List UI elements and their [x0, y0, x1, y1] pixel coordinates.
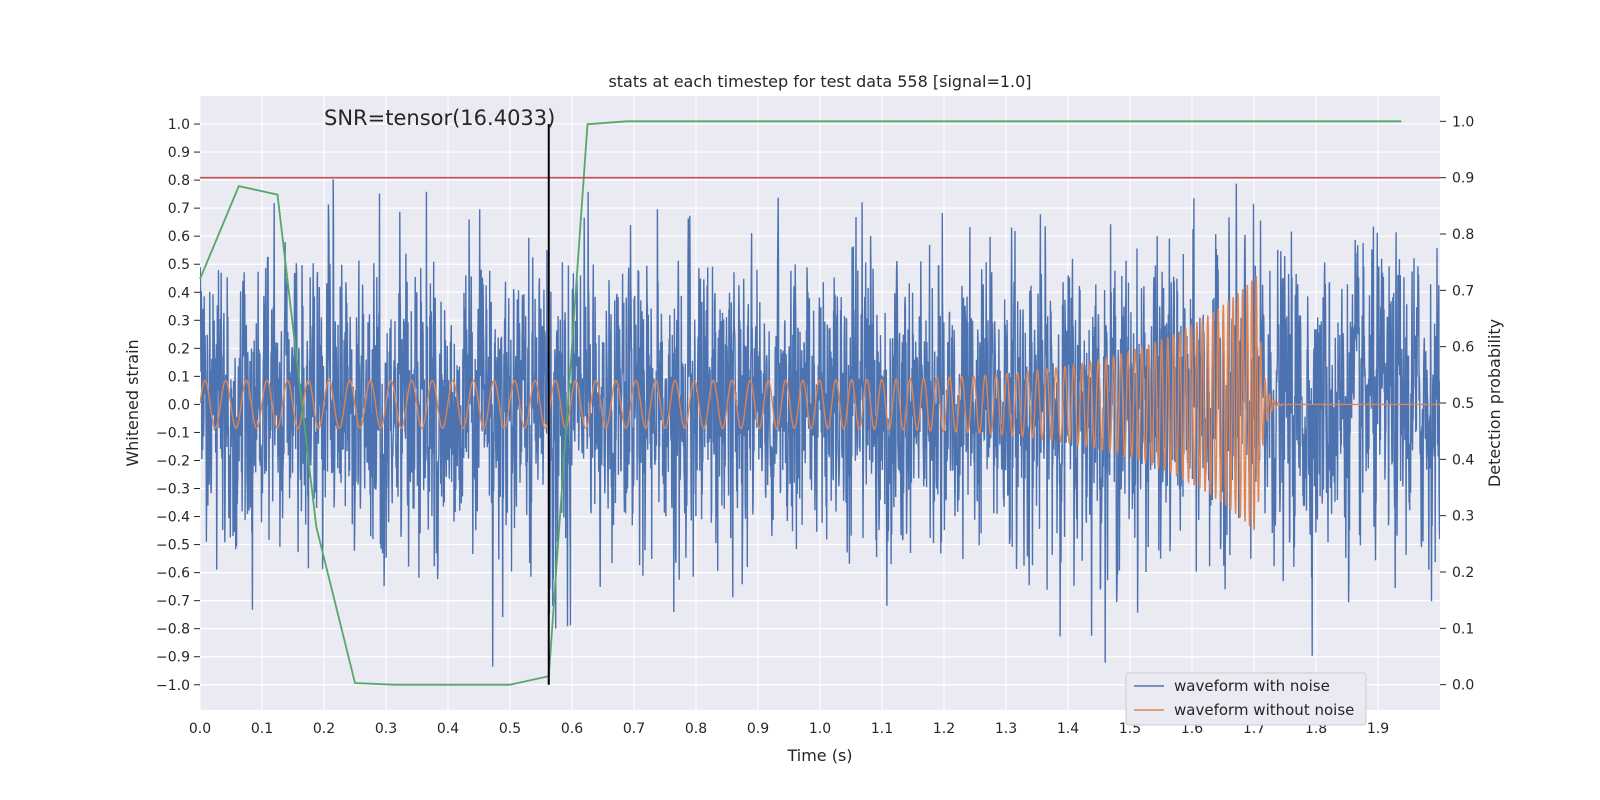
- y-tick-label-left: 0.2: [168, 341, 190, 357]
- y-tick-label-left: 0.9: [168, 145, 190, 161]
- y-tick-label-right: 0.8: [1452, 227, 1474, 243]
- y-ticks-left: 1.0 0.9 0.8 0.7 0.6 0.5 0.4 0.3 0.2 0.1 0.0 −0.1 −0.…: [156, 117, 200, 694]
- y-tick-label-left: 0.3: [168, 313, 190, 329]
- snr-annotation: SNR=tensor(16.4033): [324, 106, 555, 130]
- x-axis-label: Time (s): [786, 746, 852, 765]
- series-layer: [200, 179, 1440, 667]
- x-tick-label: 0.5: [499, 721, 521, 737]
- y-tick-label-right: 0.5: [1452, 396, 1474, 412]
- y-tick-label-right: 0.6: [1452, 340, 1474, 356]
- y-tick-label-left: 0.6: [168, 229, 190, 245]
- y-tick-label-right: 0.1: [1452, 621, 1474, 637]
- series-waveform-without-noise: [200, 274, 1440, 531]
- y-tick-label-left: 0.0: [168, 397, 190, 413]
- y-tick-label-right: 1.0: [1452, 114, 1474, 130]
- legend-frame: [1125, 672, 1367, 726]
- x-tick-label: 0.3: [375, 721, 397, 737]
- y-tick-label-left: 0.4: [168, 285, 190, 301]
- x-tick-label: 0.1: [251, 721, 273, 737]
- x-tick-label: 0.9: [747, 721, 769, 737]
- y-tick-label-right: 0.7: [1452, 283, 1474, 299]
- y-tick-label-right: 0.2: [1452, 565, 1474, 581]
- x-tick-label: 0.0: [189, 721, 211, 737]
- chart-title: stats at each timestep for test data 558…: [608, 72, 1031, 91]
- y-axis-label-left: Whitened strain: [123, 339, 142, 466]
- y-tick-label-left: −0.5: [156, 538, 190, 554]
- y-tick-label-left: −1.0: [156, 678, 190, 694]
- x-tick-label: 1.0: [809, 721, 831, 737]
- y-tick-label-left: 1.0: [168, 117, 190, 133]
- series-detection-probability: [199, 120, 1402, 686]
- y-tick-label-left: −0.4: [156, 510, 190, 526]
- x-ticks: 0.0 0.1 0.2 0.3 0.4 0.5 0.6 0.7 0.8 0.9 1.0 1.1 1.2 1…: [189, 721, 1389, 737]
- y-tick-label-left: 0.8: [168, 173, 190, 189]
- y-tick-label-right: 0.4: [1452, 452, 1474, 468]
- x-tick-label: 1.9: [1367, 721, 1389, 737]
- y-tick-label-left: 0.5: [168, 257, 190, 273]
- x-tick-label: 1.2: [933, 721, 955, 737]
- y-tick-label-left: −0.8: [156, 622, 190, 638]
- y-tick-label-left: 0.1: [168, 369, 190, 385]
- y-tick-label-right: 0.3: [1452, 509, 1474, 525]
- legend-label-noise: waveform with noise: [1174, 677, 1330, 695]
- y-tick-label-left: −0.9: [156, 650, 190, 666]
- y-axis-label-right: Detection probability: [1485, 319, 1504, 487]
- legend-label-clean: waveform without noise: [1174, 701, 1354, 719]
- x-tick-label: 0.2: [313, 721, 335, 737]
- x-tick-label: 0.7: [623, 721, 645, 737]
- x-tick-label: 1.4: [1057, 721, 1079, 737]
- y-tick-label-left: 0.7: [168, 201, 190, 217]
- y-tick-label-left: −0.1: [156, 425, 190, 441]
- y-tick-label-left: −0.3: [156, 482, 190, 498]
- x-tick-label: 1.1: [871, 721, 893, 737]
- x-tick-label: 0.8: [685, 721, 707, 737]
- overlay-layer: [199, 120, 1440, 686]
- series-waveform-with-noise: [200, 179, 1440, 667]
- x-tick-label: 0.6: [561, 721, 583, 737]
- y-ticks-right: 1.0 0.9 0.8 0.7 0.6 0.5 0.4 0.3 0.2 0.1 0.0: [1440, 114, 1474, 694]
- legend: waveform with noise waveform without noi…: [1125, 672, 1367, 726]
- y-tick-label-right: 0.9: [1452, 171, 1474, 187]
- y-tick-label-left: −0.7: [156, 594, 190, 610]
- y-tick-label-left: −0.2: [156, 453, 190, 469]
- x-tick-label: 1.3: [995, 721, 1017, 737]
- y-tick-label-left: −0.6: [156, 566, 190, 582]
- y-tick-label-right: 0.0: [1452, 678, 1474, 694]
- x-tick-label: 0.4: [437, 721, 459, 737]
